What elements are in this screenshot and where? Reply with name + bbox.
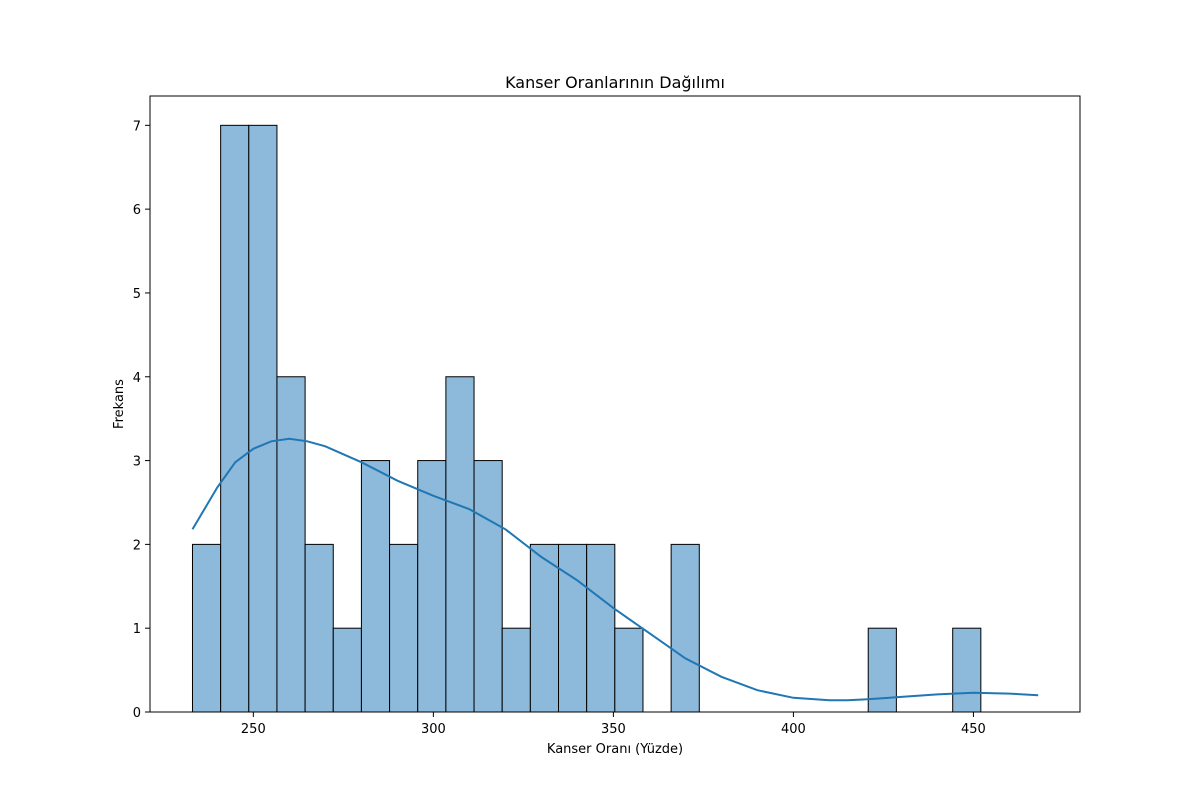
y-tick-label: 7 bbox=[133, 119, 141, 134]
chart-title: Kanser Oranlarının Dağılımı bbox=[505, 73, 725, 92]
x-tick-label: 450 bbox=[961, 722, 986, 737]
x-tick-label: 400 bbox=[781, 722, 806, 737]
histogram-bar bbox=[332, 627, 362, 713]
histogram-bar bbox=[360, 460, 391, 713]
x-tick-label: 350 bbox=[601, 722, 626, 737]
y-tick-label: 3 bbox=[133, 455, 141, 470]
y-tick-label: 1 bbox=[133, 622, 141, 637]
x-axis-ticks: 250 300 350 400 450 bbox=[241, 712, 986, 737]
histogram-bars bbox=[191, 124, 982, 713]
y-tick-label: 4 bbox=[133, 371, 141, 386]
histogram-bar bbox=[304, 543, 334, 713]
y-tick-label: 0 bbox=[133, 706, 141, 721]
histogram-bar bbox=[191, 543, 222, 713]
x-tick-label: 250 bbox=[241, 722, 266, 737]
histogram-bar bbox=[276, 376, 306, 713]
x-axis-label: Kanser Oranı (Yüzde) bbox=[547, 742, 683, 757]
histogram-bar bbox=[473, 460, 503, 713]
y-axis-ticks: 0 1 2 3 4 5 6 7 bbox=[133, 119, 150, 721]
histogram-bar bbox=[389, 543, 419, 713]
histogram-bar bbox=[670, 543, 700, 713]
plot-frame bbox=[149, 95, 1081, 713]
x-tick-label: 300 bbox=[421, 722, 446, 737]
histogram-bar bbox=[417, 460, 447, 713]
y-tick-label: 6 bbox=[133, 203, 141, 218]
histogram-bar bbox=[445, 376, 475, 713]
y-tick-label: 5 bbox=[133, 287, 141, 302]
kde-curve bbox=[191, 437, 1039, 702]
histogram-bar bbox=[220, 124, 250, 713]
histogram-bar bbox=[952, 627, 982, 713]
histogram-bar bbox=[586, 543, 616, 713]
y-axis-label: Frekans bbox=[112, 379, 127, 429]
histogram-bar bbox=[558, 543, 588, 713]
histogram-bar bbox=[529, 543, 560, 713]
histogram-bar bbox=[248, 124, 278, 713]
y-tick-label: 2 bbox=[133, 538, 141, 553]
histogram-bar bbox=[501, 627, 531, 713]
histogram-bar bbox=[614, 627, 644, 713]
